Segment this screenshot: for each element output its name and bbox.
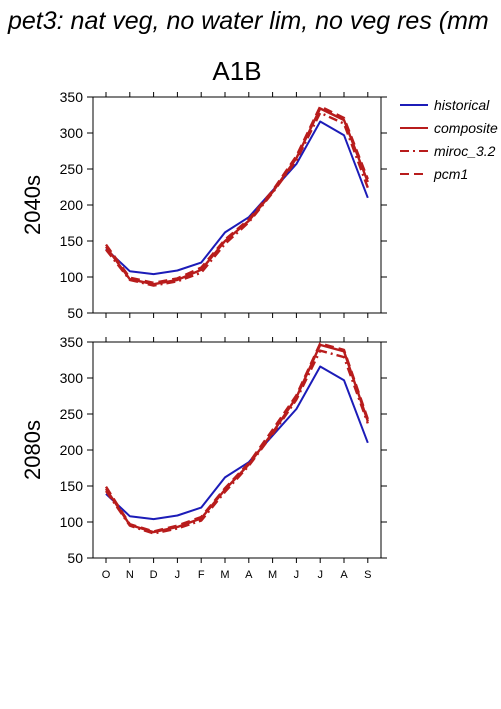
y-tick-label: 50 <box>67 305 83 321</box>
series-line-historical <box>105 365 369 521</box>
series-line-composite <box>104 343 369 534</box>
legend-item-label: pcm1 <box>433 166 468 182</box>
legend-item-label: miroc_3.2 <box>434 143 496 159</box>
y-tick-label: 250 <box>60 406 84 422</box>
chart-panel-1: 50 100 150 200 250 300 350 2040s <box>20 89 387 321</box>
series-line-composite <box>105 107 369 286</box>
x-tick-label: D <box>150 569 158 581</box>
series-line-pcm1 <box>105 105 369 284</box>
x-tick-label: M <box>220 569 229 581</box>
x-tick-label: A <box>245 569 253 581</box>
y-axis-label: 2080s <box>20 420 45 480</box>
series-line-miroc-3-2 <box>105 349 369 535</box>
y-tick-label: 200 <box>60 197 84 213</box>
y-tick-label: 300 <box>60 370 84 386</box>
y-tick-label: 100 <box>60 514 84 530</box>
chart-panel-2: 50 100 150 200 250 300 350 O N D J F M A M J J A S 2080s <box>20 334 387 581</box>
x-tick-label: F <box>198 569 205 581</box>
y-tick-label: 100 <box>60 269 84 285</box>
y-tick-label: 350 <box>60 89 84 105</box>
x-tick-label: S <box>364 569 371 581</box>
y-tick-label: 150 <box>60 478 84 494</box>
x-tick-label: J <box>175 569 181 581</box>
y-tick-label: 200 <box>60 442 84 458</box>
x-tick-label: N <box>126 569 134 581</box>
y-tick-label: 150 <box>60 233 84 249</box>
y-tick-label: 300 <box>60 125 84 141</box>
x-tick-label: J <box>317 569 323 581</box>
y-tick-label: 350 <box>60 334 84 350</box>
x-tick-label: O <box>102 569 111 581</box>
page-title: pet3: nat veg, no water lim, no veg res … <box>8 7 489 35</box>
x-tick-label: A <box>340 569 348 581</box>
y-axis-label: 2040s <box>20 175 45 235</box>
series-line-miroc-3-2 <box>105 111 369 287</box>
y-tick-label: 250 <box>60 161 84 177</box>
legend-item-label: historical <box>434 97 490 113</box>
chart-legend: historical composite miroc_3.2 pcm1 <box>400 97 498 182</box>
scenario-title: A1B <box>212 56 261 86</box>
series-line-pcm1 <box>104 342 369 533</box>
x-tick-label: M <box>268 569 277 581</box>
series-line-historical <box>105 120 369 276</box>
legend-item-label: composite <box>434 120 498 136</box>
x-tick-label: J <box>294 569 300 581</box>
y-tick-label: 50 <box>67 550 83 566</box>
